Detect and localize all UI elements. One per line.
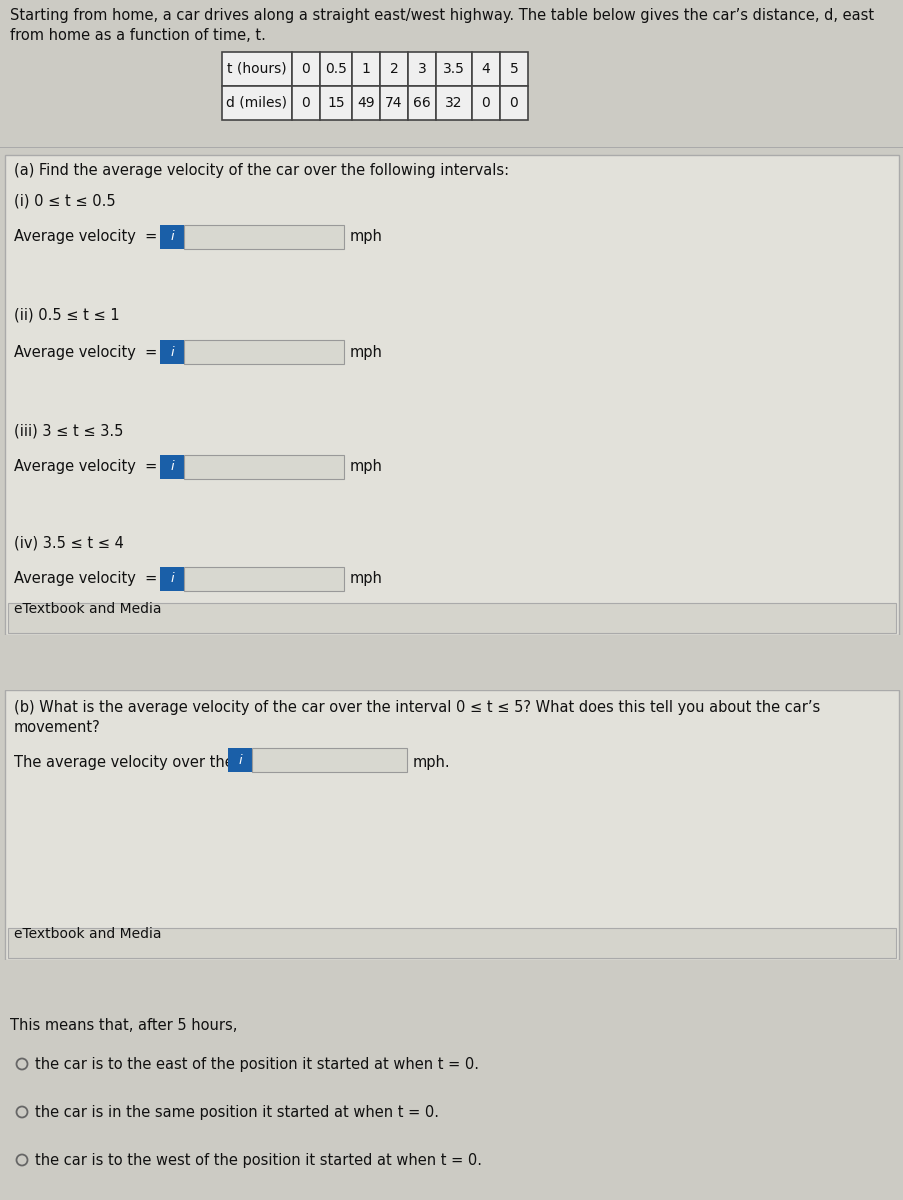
Text: 0.5: 0.5 bbox=[325, 62, 347, 76]
Bar bbox=[222, 52, 292, 86]
Bar bbox=[407, 86, 435, 120]
Text: mph.: mph. bbox=[413, 755, 450, 769]
Bar bbox=[184, 340, 344, 364]
Bar bbox=[435, 52, 471, 86]
Bar bbox=[184, 566, 344, 590]
Text: i: i bbox=[170, 346, 173, 359]
Bar bbox=[184, 226, 344, 248]
Bar bbox=[8, 602, 895, 634]
Text: t (hours): t (hours) bbox=[227, 62, 286, 76]
Text: 1: 1 bbox=[361, 62, 370, 76]
Bar bbox=[0, 960, 903, 1010]
Bar bbox=[228, 748, 252, 772]
Text: (ii) 0.5 ≤ t ≤ 1: (ii) 0.5 ≤ t ≤ 1 bbox=[14, 308, 119, 323]
Text: mph: mph bbox=[349, 229, 383, 245]
Bar bbox=[471, 52, 499, 86]
Bar bbox=[160, 226, 184, 248]
Bar bbox=[351, 86, 379, 120]
Bar bbox=[160, 566, 184, 590]
Bar bbox=[499, 52, 527, 86]
Text: Average velocity  =: Average velocity = bbox=[14, 460, 157, 474]
Text: Starting from home, a car drives along a straight east/west highway. The table b: Starting from home, a car drives along a… bbox=[10, 8, 873, 23]
Text: 15: 15 bbox=[327, 96, 344, 110]
Bar bbox=[160, 340, 184, 364]
Text: eTextbook and Media: eTextbook and Media bbox=[14, 926, 162, 941]
Text: i: i bbox=[170, 230, 173, 244]
Text: eTextbook and Media: eTextbook and Media bbox=[14, 602, 162, 616]
Text: d (miles): d (miles) bbox=[227, 96, 287, 110]
Text: 49: 49 bbox=[357, 96, 375, 110]
Bar bbox=[435, 86, 471, 120]
Text: from home as a function of time, t.: from home as a function of time, t. bbox=[10, 28, 265, 43]
Bar bbox=[407, 52, 435, 86]
Text: 0: 0 bbox=[481, 96, 489, 110]
Bar bbox=[351, 52, 379, 86]
Text: This means that, after 5 hours,: This means that, after 5 hours, bbox=[10, 1018, 237, 1033]
Text: The average velocity over the interval is: The average velocity over the interval i… bbox=[14, 755, 311, 769]
Text: 0: 0 bbox=[302, 96, 310, 110]
Text: movement?: movement? bbox=[14, 720, 100, 734]
Text: mph: mph bbox=[349, 344, 383, 360]
Text: 3.5: 3.5 bbox=[442, 62, 464, 76]
Bar bbox=[8, 928, 895, 958]
Text: (i) 0 ≤ t ≤ 0.5: (i) 0 ≤ t ≤ 0.5 bbox=[14, 193, 116, 208]
Text: 3: 3 bbox=[417, 62, 426, 76]
Text: i: i bbox=[237, 754, 241, 767]
Bar bbox=[379, 86, 407, 120]
Text: (iv) 3.5 ≤ t ≤ 4: (iv) 3.5 ≤ t ≤ 4 bbox=[14, 535, 124, 550]
Text: Average velocity  =: Average velocity = bbox=[14, 571, 157, 587]
Bar bbox=[320, 86, 351, 120]
Bar bbox=[5, 155, 898, 635]
Bar bbox=[0, 635, 903, 690]
Bar bbox=[5, 690, 898, 960]
Text: the car is in the same position it started at when t = 0.: the car is in the same position it start… bbox=[35, 1104, 439, 1120]
Text: 66: 66 bbox=[413, 96, 431, 110]
Bar bbox=[222, 86, 292, 120]
Text: (iii) 3 ≤ t ≤ 3.5: (iii) 3 ≤ t ≤ 3.5 bbox=[14, 422, 123, 438]
Bar bbox=[160, 455, 184, 479]
Text: mph: mph bbox=[349, 571, 383, 587]
Bar bbox=[499, 86, 527, 120]
Bar bbox=[379, 52, 407, 86]
Text: 2: 2 bbox=[389, 62, 398, 76]
Text: i: i bbox=[170, 572, 173, 586]
Text: 4: 4 bbox=[481, 62, 489, 76]
Text: mph: mph bbox=[349, 460, 383, 474]
Text: 74: 74 bbox=[385, 96, 403, 110]
Text: the car is to the east of the position it started at when t = 0.: the car is to the east of the position i… bbox=[35, 1056, 479, 1072]
Text: 5: 5 bbox=[509, 62, 517, 76]
Text: (b) What is the average velocity of the car over the interval 0 ≤ t ≤ 5? What do: (b) What is the average velocity of the … bbox=[14, 700, 819, 715]
Bar bbox=[320, 52, 351, 86]
Bar bbox=[292, 86, 320, 120]
Text: 0: 0 bbox=[302, 62, 310, 76]
Text: Average velocity  =: Average velocity = bbox=[14, 344, 157, 360]
Bar bbox=[292, 52, 320, 86]
Text: (a) Find the average velocity of the car over the following intervals:: (a) Find the average velocity of the car… bbox=[14, 163, 508, 178]
Bar bbox=[252, 748, 406, 772]
Text: i: i bbox=[170, 461, 173, 474]
Text: Average velocity  =: Average velocity = bbox=[14, 229, 157, 245]
Text: 0: 0 bbox=[509, 96, 517, 110]
Text: 32: 32 bbox=[445, 96, 462, 110]
Bar bbox=[184, 455, 344, 479]
Bar bbox=[471, 86, 499, 120]
Text: the car is to the west of the position it started at when t = 0.: the car is to the west of the position i… bbox=[35, 1152, 481, 1168]
